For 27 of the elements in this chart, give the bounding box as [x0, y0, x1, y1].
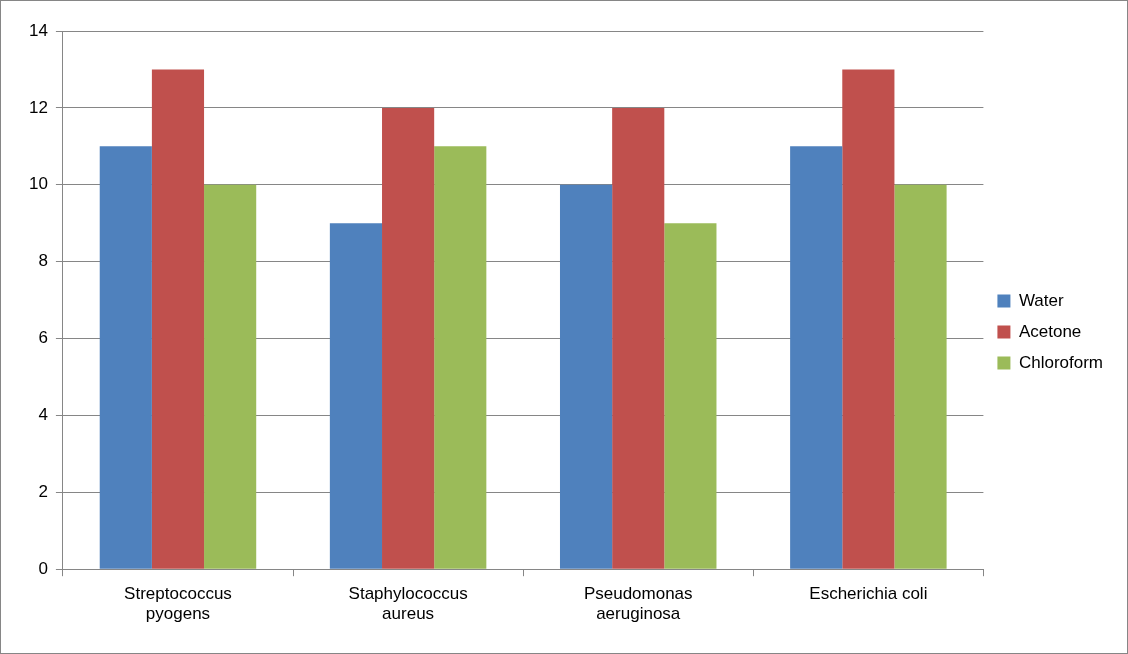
y-tick-label: 2: [38, 482, 48, 501]
y-tick-label: 8: [38, 251, 48, 271]
legend-label: Chloroform: [1018, 352, 1104, 372]
legend-label: Acetone: [1018, 321, 1082, 341]
y-tick-label: 4: [38, 405, 48, 425]
y-tick-label: 12: [28, 97, 48, 117]
bar: [204, 184, 257, 569]
bar: [612, 107, 665, 569]
legend-label: Water: [1018, 290, 1064, 310]
bar: [790, 146, 843, 569]
bar: [664, 223, 717, 569]
bar: [382, 107, 435, 569]
bar: [99, 146, 152, 569]
bar: [559, 184, 613, 569]
x-tick-label: Staphylococcus aureus: [348, 584, 468, 624]
x-tick-label: Pseudomonas aeruginosa: [583, 584, 693, 624]
y-tick-label: 14: [28, 20, 48, 40]
x-tick-label: Streptococcus pyogens: [124, 584, 232, 624]
y-tick-label: 0: [38, 558, 48, 578]
x-tick-label: Escherichia coli: [809, 584, 928, 604]
bar: [434, 146, 487, 569]
bar: [842, 69, 895, 569]
y-tick-label: 10: [28, 174, 48, 194]
bar: [329, 223, 383, 569]
bar: [894, 184, 947, 569]
bar: [151, 69, 205, 569]
y-tick-label: 6: [38, 328, 48, 348]
